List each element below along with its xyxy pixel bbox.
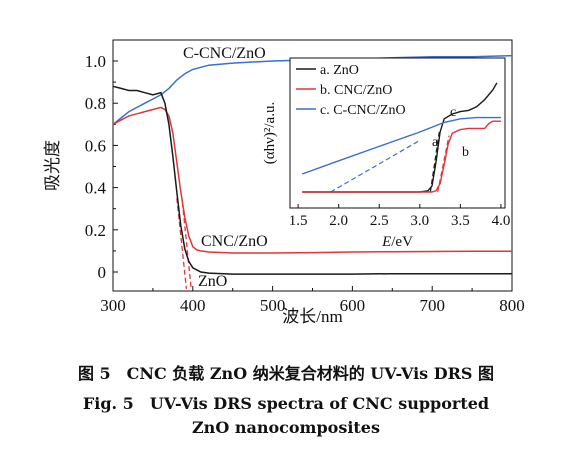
inset-x-tick-label: 1.5	[289, 213, 308, 229]
band-edge-tangent	[181, 202, 192, 289]
x-axis-label: 波长/nm	[282, 307, 342, 326]
series-line-zno	[112, 85, 512, 275]
inset-tangent-line	[330, 139, 421, 193]
inset-plot-frame	[289, 57, 506, 209]
y-tick-label: 1.0	[85, 52, 106, 71]
inset-x-tick-label: 3.0	[410, 213, 429, 229]
inset-x-tick-label: 2.0	[329, 213, 348, 229]
series-line-cnc-zno	[112, 106, 512, 254]
x-tick-label: 500	[260, 296, 286, 315]
inset-y-axis-label: (αhν)²/a.u.	[262, 102, 278, 164]
x-tick-label: 800	[499, 296, 525, 315]
y-tick-label: 0	[98, 263, 107, 282]
inset-x-tick-label: 4.0	[492, 213, 511, 229]
y-tick-label: 0.2	[85, 221, 106, 240]
y-tick-label: 0.8	[85, 94, 106, 113]
y-tick-label: 0.6	[85, 136, 106, 155]
annotation-c-cnc-zno: C-CNC/ZnO	[183, 45, 266, 62]
inset-tangent-line	[437, 135, 450, 193]
inset-plot: 1.5 2.0 2.5 3.0 3.5 4.0 E/eV (αhν)²/a.u. a. ZnO b…	[262, 57, 511, 250]
y-tick-label: 0.4	[85, 179, 107, 198]
inset-x-tick-label: 2.5	[370, 213, 389, 229]
annotation-zno: ZnO	[198, 273, 227, 290]
figure-caption-english-line1: Fig. 5 UV-Vis DRS spectra of CNC support…	[82, 394, 490, 413]
inset-legend-entry: a. ZnO	[320, 63, 359, 78]
inset-series-line	[302, 120, 501, 193]
x-tick-label: 300	[100, 296, 126, 315]
inset-curve-label-a: a	[432, 135, 439, 150]
inset-legend-entry: c. C-CNC/ZnO	[320, 103, 406, 118]
inset-tangent-line	[429, 131, 440, 193]
inset-series-line	[301, 116, 501, 175]
y-axis-label: 吸光度	[43, 140, 62, 191]
band-edge-tangent	[176, 198, 188, 289]
inset-x-axis-label: E/eV	[381, 234, 413, 250]
inset-curve-label-b: b	[462, 145, 469, 160]
figure-caption-chinese: 图 5 CNC 负载 ZnO 纳米复合材料的 UV-Vis DRS 图	[77, 364, 495, 383]
annotation-cnc-zno: CNC/ZnO	[201, 233, 268, 250]
x-tick-label: 400	[180, 296, 206, 315]
main-plot: 300 400 500 600 700 800 0 0.2 0.4 0.6 0.8 1.0 波长/nm 吸…	[43, 39, 525, 326]
inset-curve-label-c: c	[450, 105, 456, 120]
inset-legend-entry: b. CNC/ZnO	[320, 83, 392, 98]
inset-x-tick-label: 3.5	[451, 213, 470, 229]
figure-caption-english-line2: ZnO nanocomposites	[192, 418, 380, 437]
x-tick-label: 700	[419, 296, 445, 315]
x-tick-label: 600	[340, 296, 366, 315]
uv-vis-figure: 300 400 500 600 700 800 0 0.2 0.4 0.6 0.8 1.0 波长/nm 吸…	[43, 39, 525, 326]
